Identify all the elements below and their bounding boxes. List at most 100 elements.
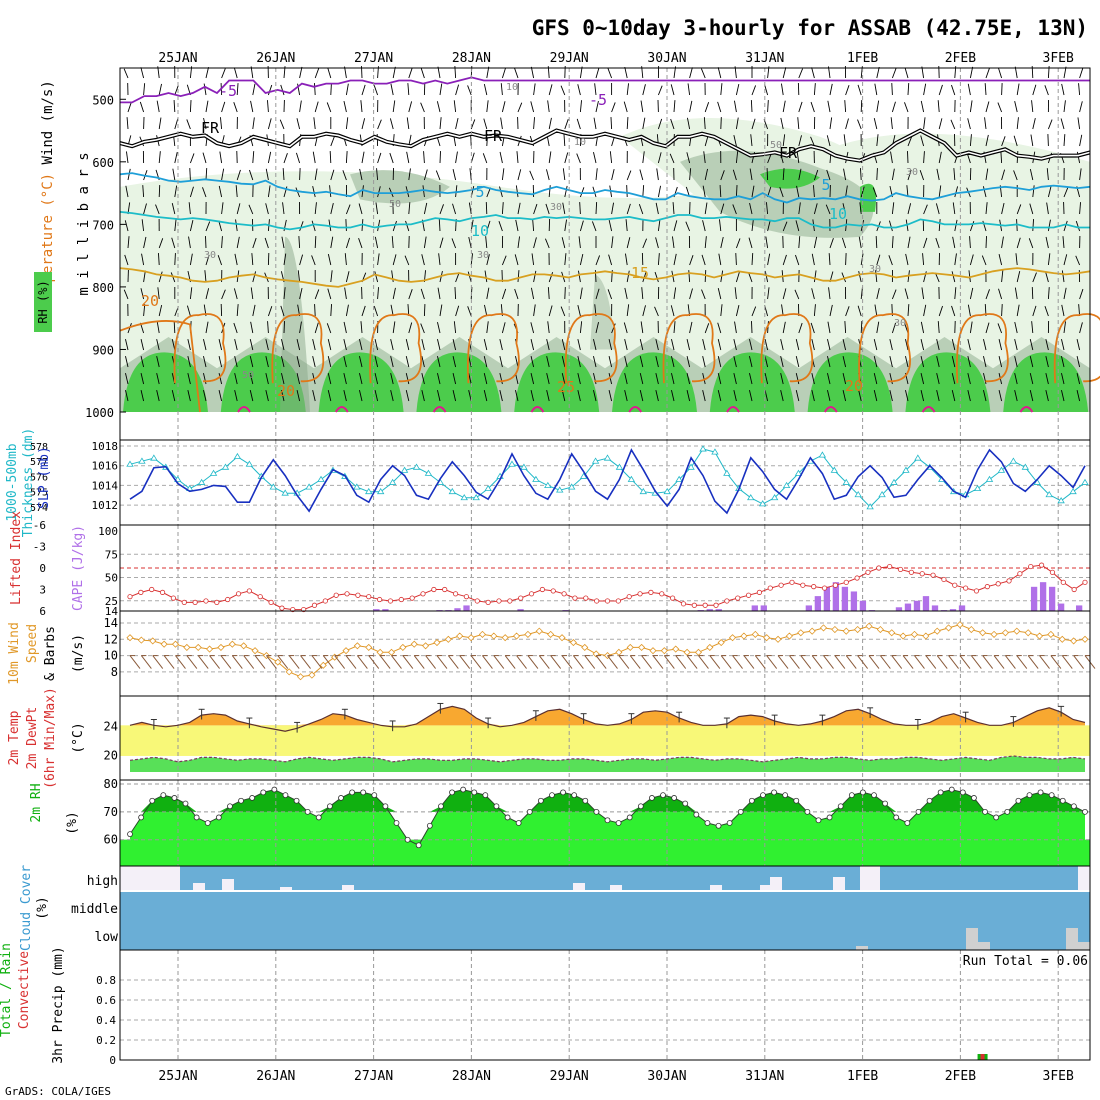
wind-barb: [608, 339, 613, 351]
cloud-unit: (%): [35, 896, 50, 919]
wind-barb: [689, 168, 692, 181]
wind-barb: [221, 168, 225, 181]
wind-barb: [1031, 287, 1034, 300]
wind-barb: [593, 117, 597, 130]
rh-contour-label: 30: [906, 167, 918, 178]
wind-barb: [236, 236, 240, 249]
wind-barb-10m: [891, 655, 903, 669]
wind-barb: [546, 339, 550, 351]
wind-barb: [187, 373, 191, 385]
rh-fill-high: [130, 789, 1085, 812]
wind-barb: [811, 373, 815, 385]
wind-barb-10m: [902, 655, 914, 669]
rh-point: [382, 803, 389, 810]
wind-barb: [1045, 390, 1049, 402]
wind-barb: [984, 83, 987, 96]
wind-speed-point: [285, 668, 293, 676]
wind-barb: [327, 390, 332, 402]
wind-barb: [1075, 255, 1081, 266]
wind-barb: [267, 84, 273, 96]
wind-barb: [299, 287, 303, 300]
wind-barb: [595, 168, 598, 181]
rh-point: [593, 808, 600, 815]
wind-barb: [390, 304, 394, 317]
wind-barb: [1032, 118, 1036, 130]
wind-barb-10m: [629, 655, 641, 669]
wind-speed-point: [240, 642, 248, 650]
li-point: [930, 572, 936, 578]
wind-barb: [749, 339, 753, 351]
wind-barb: [983, 356, 987, 368]
date-label-bottom: 25JAN: [158, 1069, 197, 1084]
wind-barb: [126, 117, 129, 130]
wind-barb: [1079, 202, 1081, 215]
wind-barb: [611, 236, 614, 249]
wind-barb: [873, 356, 878, 368]
wind-barb: [639, 373, 644, 385]
rh-shade-green: [612, 352, 697, 412]
wind-barb: [685, 221, 691, 232]
wind-barb: [593, 356, 597, 368]
wind-barb: [767, 253, 771, 266]
wind-barb: [296, 118, 301, 130]
isotherm-20-cell: [858, 313, 911, 384]
wind-barb: [1061, 339, 1065, 351]
wind-barb: [467, 85, 472, 96]
thickness-point: [472, 493, 480, 501]
wind-barb: [1013, 135, 1018, 147]
cape-bar: [715, 609, 722, 611]
contour-label: 20: [277, 382, 295, 400]
wind-barb: [202, 187, 207, 198]
wind-barb: [1032, 84, 1037, 96]
wind-barb: [143, 83, 146, 96]
wind-barb: [330, 83, 332, 96]
cloud-high-clear: [120, 866, 180, 891]
wind-barb: [127, 168, 131, 181]
wind-barb: [408, 289, 413, 300]
rh-point: [1037, 789, 1044, 796]
wind-speed-point: [910, 630, 919, 638]
precip-conv-bar: [980, 1054, 985, 1060]
wind-barb: [1029, 339, 1034, 351]
wind-barb: [1031, 321, 1034, 334]
wind-barb: [233, 67, 238, 79]
wind-barb: [642, 151, 645, 164]
rh-point: [860, 789, 866, 796]
wind-barb: [704, 202, 708, 215]
wind-barb-10m: [311, 655, 323, 669]
rh-point: [915, 808, 922, 815]
wind-barb: [498, 221, 503, 232]
wind-barb: [624, 356, 628, 368]
wind-barb-10m: [356, 655, 368, 669]
thickness-point: [878, 490, 886, 498]
wind-barb: [889, 390, 893, 402]
wind-barb: [250, 100, 254, 113]
wind-barb: [311, 220, 316, 232]
wind-barb: [548, 151, 552, 164]
slp-line: [129, 448, 1086, 515]
wind-barb-10m: [493, 655, 505, 669]
wind-barb: [607, 68, 613, 79]
wind-barb: [749, 373, 753, 385]
wind-barb: [654, 306, 659, 317]
li-point: [387, 598, 394, 604]
wind-barb-10m: [1027, 655, 1039, 669]
date-label-top: 26JAN: [256, 51, 295, 66]
wind-barb: [141, 253, 145, 266]
wind-barb: [876, 288, 880, 300]
wind-barb: [264, 237, 269, 249]
wind-barb: [969, 66, 974, 79]
wind-barb: [186, 305, 191, 317]
wind-barb-10m: [504, 655, 516, 669]
wind-barb: [499, 339, 503, 351]
wind-barb: [1016, 304, 1020, 317]
wind-speed-point: [274, 658, 282, 666]
wind-barb: [423, 236, 427, 249]
wind-barb: [876, 254, 881, 266]
thickness-point: [424, 469, 433, 476]
wind-barb: [938, 118, 943, 130]
wind-barb: [732, 204, 737, 215]
wind-barb: [233, 102, 238, 113]
li-point: [1060, 579, 1066, 585]
chart-title: GFS 0~10day 3-hourly for ASSAB (42.75E, …: [532, 16, 1088, 40]
